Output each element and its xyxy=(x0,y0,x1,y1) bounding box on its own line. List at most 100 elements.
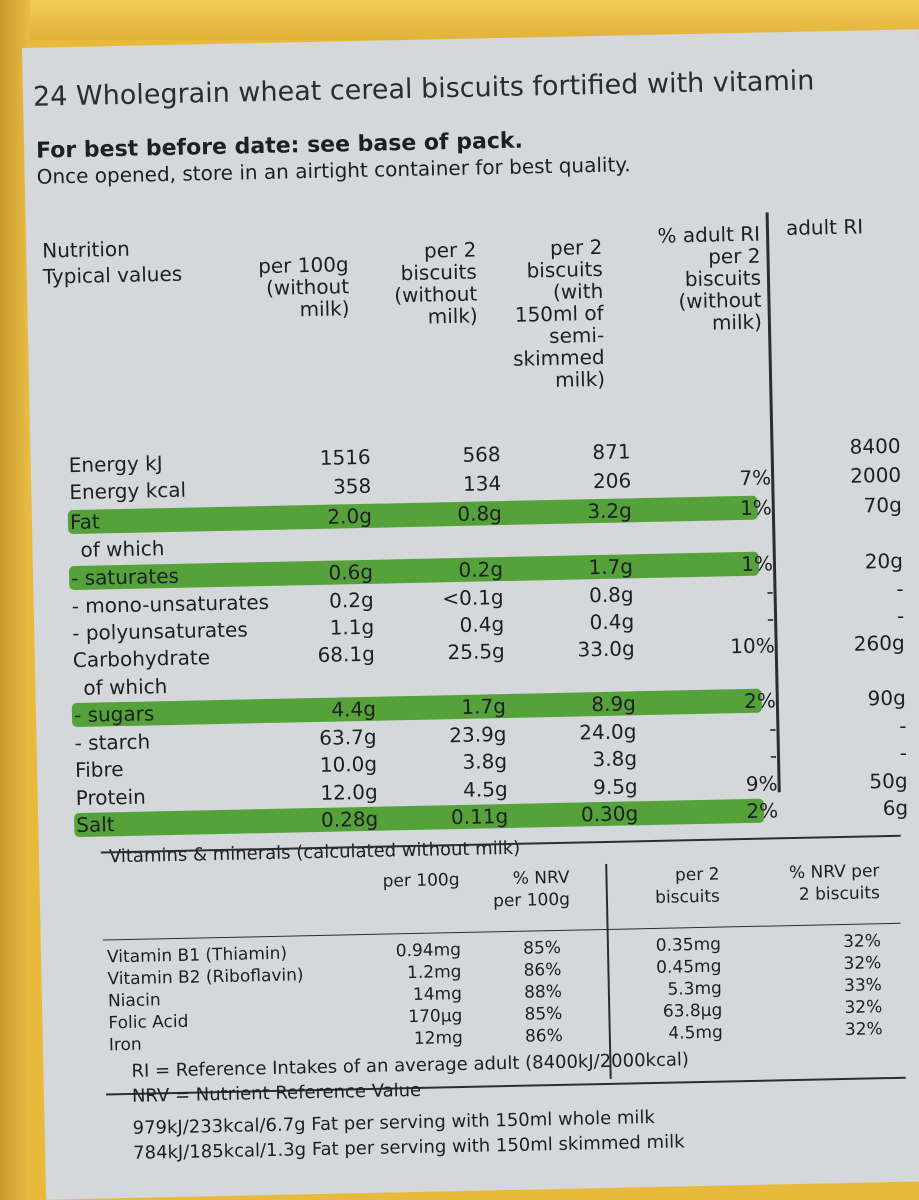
typical-values-label: Typical values xyxy=(42,261,183,289)
row-label: - sugars xyxy=(73,701,155,728)
cell-per100: 4.4g xyxy=(331,696,377,722)
cell-per2-milk: 0.8g xyxy=(588,582,634,608)
vitamin-per100: 170µg xyxy=(408,1005,463,1028)
col-header-ri-pct: % adult RI per 2 biscuits (without milk) xyxy=(657,221,763,335)
row-label: Carbohydrate xyxy=(72,645,211,673)
cell-per100: 0.2g xyxy=(328,587,374,613)
cell-per2: 0.4g xyxy=(459,612,505,637)
cell-adult-ri: 70g xyxy=(863,492,903,518)
cell-ri-pct xyxy=(672,522,772,524)
cell-per100 xyxy=(292,531,372,533)
cell-adult-ri: - xyxy=(896,603,905,628)
cell-adult-ri: 2000 xyxy=(849,462,902,488)
cell-per2 xyxy=(422,528,502,530)
nutrition-heading: Nutrition Typical values xyxy=(42,235,182,290)
cell-per2: 0.8g xyxy=(457,501,503,526)
cell-per2 xyxy=(425,666,505,668)
cell-ri-pct: 10% xyxy=(729,633,775,659)
vitamin-per100: 0.94mg xyxy=(395,940,462,962)
cell-per2: 23.9g xyxy=(448,722,507,748)
cell-adult-ri: - xyxy=(899,740,908,765)
col-header-per100: per 100g (without milk) xyxy=(257,252,350,322)
vitamin-per2: 5.3mg xyxy=(667,978,723,1000)
cell-per2-milk: 3.8g xyxy=(592,746,638,772)
cell-per2: 134 xyxy=(462,471,502,496)
vit-header-nrv100: % NRV per 100g xyxy=(492,867,571,912)
cell-ri-pct: 1% xyxy=(739,495,773,521)
cell-per100: 0.28g xyxy=(320,806,379,832)
cell-adult-ri: 20g xyxy=(864,548,904,574)
cell-per2-milk: 1.7g xyxy=(588,554,634,580)
vitamin-nrv100: 85% xyxy=(522,937,562,959)
cell-ri-pct: 2% xyxy=(743,688,777,714)
cell-per100: 12.0g xyxy=(320,779,378,805)
cell-adult-ri: 8400 xyxy=(849,433,901,459)
cell-per2: 4.5g xyxy=(462,776,508,802)
vitamin-name: Niacin xyxy=(107,990,161,1012)
cell-per2: 1.7g xyxy=(461,694,507,719)
vitamin-nrv100: 86% xyxy=(523,959,562,981)
cell-per100: 10.0g xyxy=(319,751,378,777)
cell-per2-milk: 33.0g xyxy=(577,636,635,662)
cell-per100: 358 xyxy=(332,473,372,499)
vitamin-name: Folic Acid xyxy=(108,1011,189,1034)
cell-per2: 3.8g xyxy=(462,749,508,774)
vitamin-per2: 0.35mg xyxy=(655,934,722,956)
row-label: - starch xyxy=(74,729,151,756)
row-label: Fibre xyxy=(74,757,124,783)
nutrition-panel: 24 Wholegrain wheat cereal biscuits fort… xyxy=(22,29,919,1200)
vitamin-nrv100: 85% xyxy=(524,1003,563,1025)
vitamin-name: Iron xyxy=(108,1034,142,1056)
vitamin-per2: 63.8µg xyxy=(662,1000,723,1022)
cell-per2-milk: 8.9g xyxy=(591,691,637,717)
row-label: - polyunsaturates xyxy=(72,617,248,646)
cell-per100: 1516 xyxy=(319,444,371,470)
cell-adult-ri: 50g xyxy=(869,768,908,794)
vit-header-per2: per 2 biscuits xyxy=(654,864,721,908)
cell-adult-ri: 90g xyxy=(867,685,907,711)
cell-per2-milk: 0.4g xyxy=(589,609,635,635)
vitamin-nrv100: 88% xyxy=(523,981,563,1003)
cell-per2-milk xyxy=(545,663,635,665)
cell-per2: 0.2g xyxy=(458,557,504,582)
cell-ri-pct xyxy=(675,660,775,662)
col-header-adult-ri: adult RI xyxy=(785,214,864,241)
col-header-per2: per 2 biscuits (without milk) xyxy=(394,237,478,329)
vitamin-nrv2: 32% xyxy=(842,931,882,952)
cell-ri-pct: 1% xyxy=(740,551,774,577)
vitamin-nrv2: 33% xyxy=(843,975,883,996)
product-title: 24 Wholegrain wheat cereal biscuits fort… xyxy=(32,65,815,113)
row-label: - saturates xyxy=(70,563,180,591)
cell-ri-pct xyxy=(670,437,770,439)
cell-ri-pct: - xyxy=(769,743,778,768)
nutrition-label: Nutrition xyxy=(41,236,131,263)
cell-adult-ri xyxy=(802,520,902,522)
cell-ri-pct: 7% xyxy=(739,465,772,491)
cell-per2-milk: 9.5g xyxy=(592,774,638,800)
row-label: of which xyxy=(80,536,165,562)
vitamin-nrv2: 32% xyxy=(844,1019,883,1040)
cell-per100: 1.1g xyxy=(329,614,375,640)
vitamin-per100: 1.2mg xyxy=(406,962,462,984)
row-label: Energy kcal xyxy=(69,477,187,505)
cell-ri-pct: - xyxy=(766,579,774,604)
cell-adult-ri: - xyxy=(898,713,907,738)
cell-per2: 0.11g xyxy=(450,803,509,830)
cell-adult-ri xyxy=(805,658,905,660)
cell-ri-pct: 9% xyxy=(745,771,778,796)
cell-per2-milk xyxy=(542,525,632,527)
cell-per2: 25.5g xyxy=(447,639,505,665)
row-label: Energy kJ xyxy=(68,451,163,478)
cell-per2-milk: 206 xyxy=(592,468,632,494)
cell-per100: 2.0g xyxy=(327,503,373,529)
vitamin-per100: 12mg xyxy=(413,1027,464,1050)
cell-per2: <0.1g xyxy=(442,585,504,611)
cell-per100 xyxy=(295,669,375,671)
vitamin-per2: 0.45mg xyxy=(655,956,722,978)
cell-adult-ri: 6g xyxy=(882,795,909,821)
cell-ri-pct: - xyxy=(766,606,775,631)
cell-per100: 63.7g xyxy=(319,724,377,750)
cell-adult-ri: - xyxy=(896,576,904,601)
cell-per2-milk: 0.30g xyxy=(580,801,639,827)
row-label: Fat xyxy=(69,509,100,535)
